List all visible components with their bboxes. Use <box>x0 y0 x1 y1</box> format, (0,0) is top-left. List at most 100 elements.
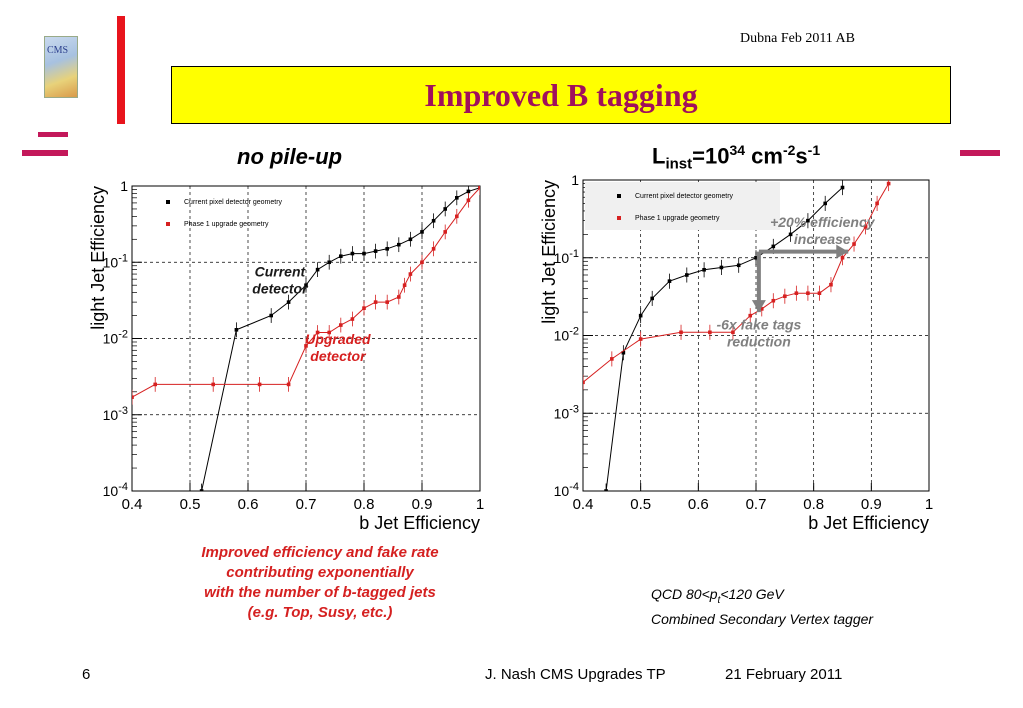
lumi-sub-inst: inst <box>665 155 693 173</box>
y-tick-exponent: -4 <box>569 481 579 493</box>
legend-marker-0 <box>166 200 170 204</box>
data-point-1 <box>771 298 776 303</box>
data-point-1 <box>817 291 822 295</box>
lumi-sup-m1: -1 <box>807 142 821 158</box>
data-point-1 <box>863 225 868 229</box>
x-axis-label: b Jet Efficiency <box>359 513 480 533</box>
data-point-0 <box>443 207 447 211</box>
y-tick-base: 10 <box>554 483 570 499</box>
y-tick-label: 1 <box>120 178 128 194</box>
data-point-0 <box>199 489 204 491</box>
data-point-0 <box>754 255 758 260</box>
annotation-1-line-0: Upgraded <box>305 331 371 347</box>
x-tick-label: 0.9 <box>412 496 433 513</box>
note-right-line-1-pre: QCD 80<p <box>651 586 718 602</box>
annotation-1-line-1: detector <box>310 348 367 364</box>
note-right-line-1-sub: t <box>717 594 721 606</box>
slide-title: Improved B tagging <box>424 77 698 113</box>
data-point-1 <box>153 382 157 387</box>
data-point-0 <box>771 244 776 249</box>
data-point-1 <box>783 294 787 299</box>
y-tick-exponent: -3 <box>569 403 579 415</box>
data-point-1 <box>610 357 614 361</box>
x-tick-label: 1 <box>925 496 933 513</box>
annotation-0-line-1: increase <box>794 231 851 247</box>
legend-marker-1 <box>166 222 170 226</box>
annotation-0-line-1: detector <box>252 281 309 297</box>
data-point-0 <box>339 254 343 259</box>
data-point-1 <box>759 307 764 311</box>
data-point-0 <box>702 267 706 272</box>
y-axis-label: light Jet Efficiency <box>88 186 108 330</box>
annotation-1-line-1: reduction <box>727 333 791 349</box>
series-line-0 <box>201 187 480 491</box>
note-left: Improved efficiency and fake rate contri… <box>130 543 510 623</box>
lumi-sup-m2: -2 <box>782 142 796 158</box>
y-tick-label: 1 <box>571 172 579 188</box>
accent-bar-left-top <box>38 132 68 137</box>
x-tick-label: 0.7 <box>746 496 767 513</box>
y-tick-label: 10-1 <box>103 252 128 270</box>
data-point-1 <box>794 291 799 295</box>
data-point-1 <box>315 330 320 335</box>
data-point-0 <box>304 283 308 288</box>
legend-label-1: Phase 1 upgrade geometry <box>184 221 269 228</box>
data-point-1 <box>431 247 436 251</box>
y-tick-base: 10 <box>103 483 119 499</box>
x-tick-label: 0.4 <box>573 496 594 513</box>
data-point-1 <box>443 230 447 234</box>
header-note: Dubna Feb 2011 AB <box>740 31 855 46</box>
y-tick-label: 10-3 <box>554 403 579 421</box>
data-point-0 <box>431 218 436 223</box>
annotation-0: +20% efficiency increase <box>770 214 876 247</box>
y-tick-label: 10-2 <box>554 326 579 344</box>
y-tick-exponent: -3 <box>118 405 128 417</box>
cms-logo: CMS <box>44 36 78 98</box>
lumi-s: s <box>795 143 808 169</box>
data-point-1 <box>708 330 712 335</box>
data-point-0 <box>466 189 471 194</box>
data-point-1 <box>478 186 480 190</box>
y-tick-label: 10-4 <box>554 481 579 499</box>
y-tick-exponent: -2 <box>118 329 128 341</box>
arrow-head-0 <box>836 244 849 259</box>
data-point-1 <box>420 260 424 265</box>
legend-label-0: Current pixel detector geometry <box>184 199 283 206</box>
annotation-1-line-0: -6x fake tags <box>716 316 801 332</box>
accent-bar-right <box>960 150 1000 156</box>
data-point-1 <box>731 330 735 335</box>
data-point-1 <box>638 337 643 341</box>
y-tick-base: 10 <box>103 407 119 423</box>
legend-label-1: Phase 1 upgrade geometry <box>635 215 720 222</box>
y-tick-exponent: -4 <box>118 481 128 493</box>
data-point-0 <box>685 273 689 277</box>
data-point-0 <box>840 185 845 190</box>
data-point-1 <box>466 198 471 203</box>
series-group <box>583 180 891 491</box>
y-tick-base: 10 <box>103 254 119 270</box>
data-point-0 <box>234 328 239 332</box>
cms-logo-text: CMS <box>47 45 69 56</box>
lumi-cm: cm <box>745 143 783 169</box>
series-group <box>132 186 480 491</box>
x-tick-label: 0.9 <box>861 496 882 513</box>
data-point-1 <box>840 255 845 260</box>
data-point-0 <box>397 242 401 247</box>
data-point-0 <box>455 196 459 200</box>
lumi-eq: =10 <box>692 143 730 169</box>
data-point-0 <box>638 313 643 318</box>
arrow-head-1 <box>751 300 766 313</box>
data-point-1 <box>211 382 215 387</box>
data-point-0 <box>604 489 608 491</box>
data-point-1 <box>806 291 810 295</box>
y-tick-exponent: -2 <box>569 326 579 338</box>
data-point-0 <box>350 251 355 256</box>
data-point-1 <box>132 395 134 399</box>
data-point-0 <box>650 296 654 301</box>
x-tick-label: 0.7 <box>296 496 317 513</box>
y-tick-base: 1 <box>120 178 128 194</box>
annotation-1: Upgraded detector <box>305 331 371 364</box>
data-point-1 <box>286 382 291 387</box>
